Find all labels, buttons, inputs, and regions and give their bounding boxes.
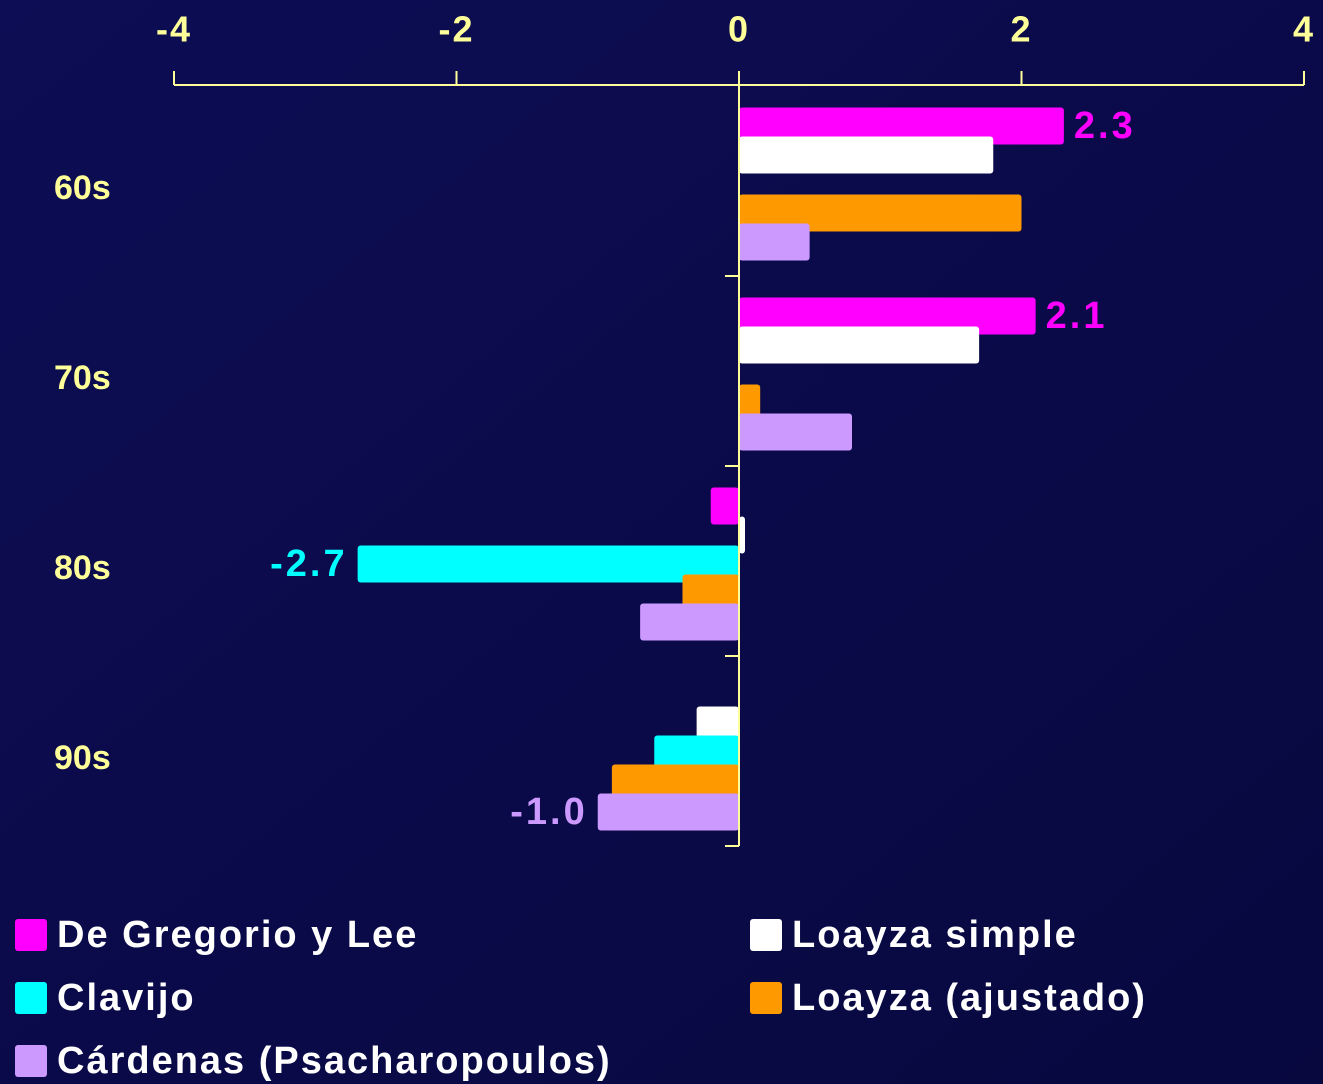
y-tick-label: 90s (54, 739, 111, 777)
legend-swatch (15, 982, 47, 1014)
legend-label: Loayza (ajustado) (792, 977, 1147, 1019)
bar (640, 603, 739, 641)
data-label: -1.0 (510, 791, 587, 833)
bar (739, 516, 745, 554)
bar (739, 297, 1036, 335)
bar (739, 194, 1022, 232)
bar (654, 735, 739, 773)
legend-label: De Gregorio y Lee (57, 914, 418, 956)
bar (710, 487, 739, 525)
legend-label: Clavijo (57, 977, 196, 1019)
legend-swatch (15, 1045, 47, 1077)
bar (682, 574, 739, 612)
legend-label: Cárdenas (Psacharopoulos) (57, 1040, 612, 1082)
x-tick-label: 4 (1293, 9, 1315, 50)
legend-swatch (15, 919, 47, 951)
legend-swatch (750, 919, 782, 951)
bar (696, 706, 739, 744)
legend-label: Loayza simple (792, 914, 1078, 956)
bar (739, 107, 1064, 145)
bar (739, 413, 852, 451)
y-tick-label: 70s (54, 359, 111, 397)
legend-swatch (750, 982, 782, 1014)
bar (739, 384, 761, 422)
bar (739, 326, 980, 364)
data-label: 2.3 (1074, 105, 1136, 147)
bar (597, 793, 739, 831)
bar (739, 136, 994, 174)
bar (357, 545, 739, 583)
x-tick-label: 0 (728, 9, 750, 50)
bar (611, 764, 739, 802)
bar (739, 223, 810, 261)
y-tick-label: 60s (54, 169, 111, 207)
x-tick-label: -2 (438, 9, 474, 50)
data-label: 2.1 (1046, 295, 1108, 337)
y-tick-label: 80s (54, 549, 111, 587)
x-tick-label: 2 (1010, 9, 1032, 50)
x-tick-label: -4 (156, 9, 192, 50)
data-label: -2.7 (270, 543, 347, 585)
